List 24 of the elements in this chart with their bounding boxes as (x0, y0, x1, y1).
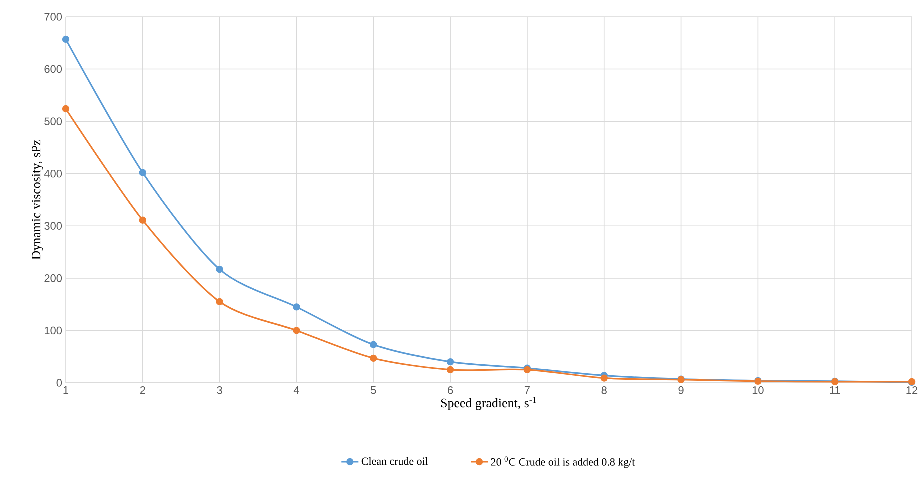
x-tick-label: 5 (371, 386, 376, 394)
x-tick-label: 2 (140, 386, 146, 394)
x-tick-label: 7 (524, 386, 530, 394)
x-tick-label: 4 (294, 386, 300, 394)
y-tick-label: 100 (45, 326, 62, 335)
x-tick-label: 6 (448, 386, 454, 394)
x-tick-label: 9 (678, 386, 684, 394)
x-tick-label: 10 (752, 386, 764, 394)
y-tick-label: 200 (44, 274, 62, 282)
y-tick-label: 0 (56, 379, 62, 387)
y-tick-label: 600 (44, 65, 62, 74)
x-tick-label: 3 (217, 386, 222, 394)
y-tick-label: 700 (44, 13, 62, 21)
x-tick-label: 1 (64, 386, 69, 394)
x-tick-label: 8 (602, 386, 607, 394)
y-tick-label: 300 (44, 222, 62, 230)
y-axis-title: Dynamic viscosity, sPz (32, 140, 44, 260)
x-tick-label: 12 (906, 386, 918, 394)
legend-label: Clean crude oil (362, 457, 428, 466)
y-tick-label: 400 (44, 170, 62, 178)
x-axis-title: Speed gradient, s$^{-1}$ (441, 397, 536, 410)
y-tick-label: 500 (44, 118, 62, 126)
x-tick-label: 11 (830, 386, 840, 394)
legend-label: 20 $^{0}$C Crude oil is added 0.8 kg/t (491, 456, 636, 468)
